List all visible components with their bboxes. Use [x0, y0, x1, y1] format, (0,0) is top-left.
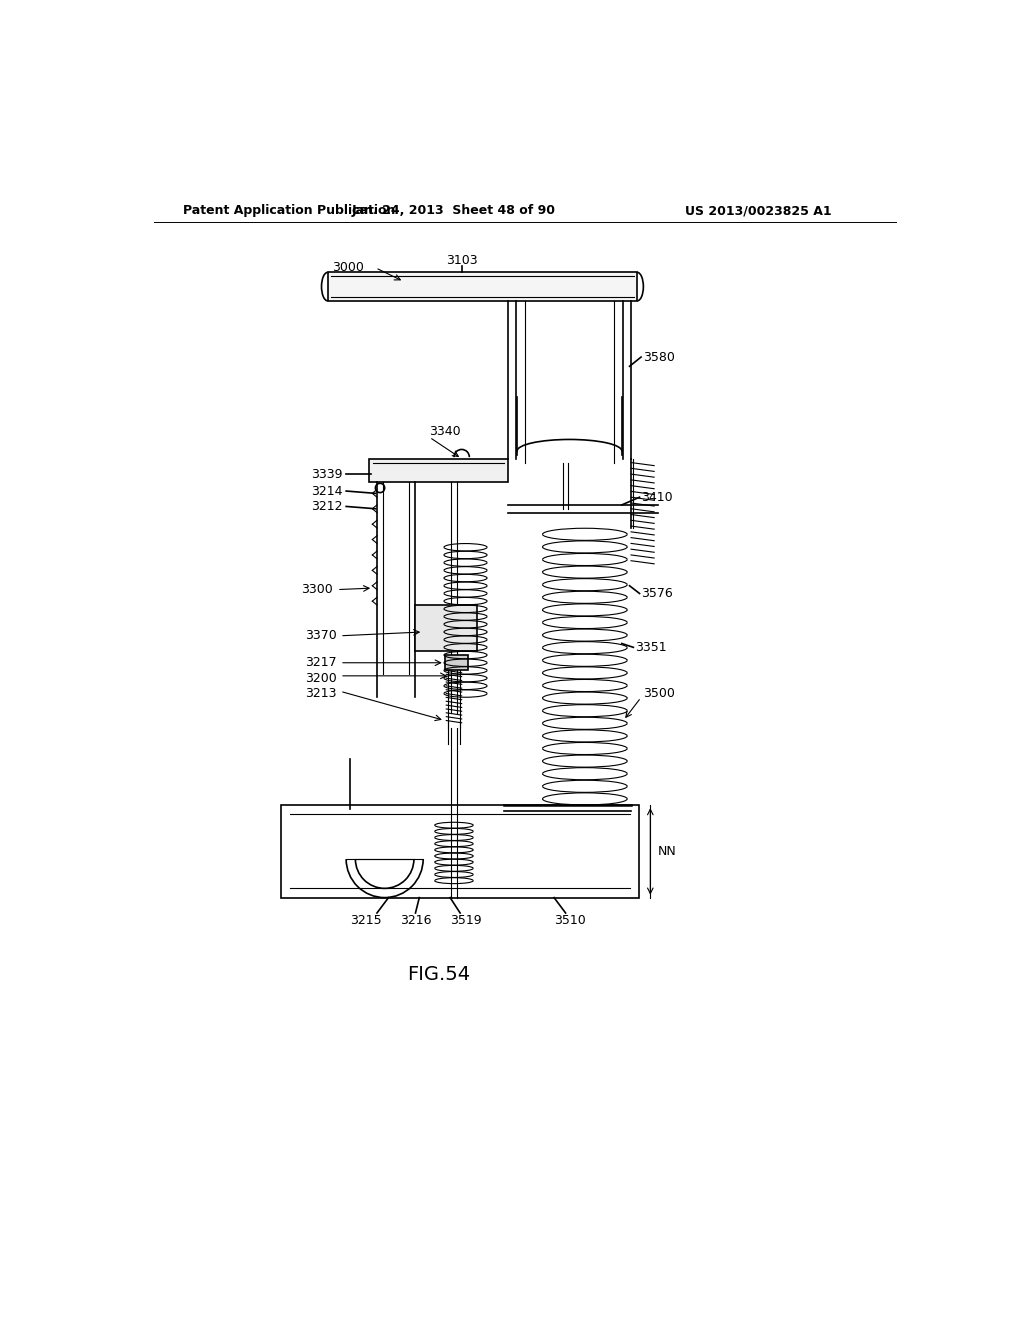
Text: 3214: 3214	[311, 484, 342, 498]
Text: 3103: 3103	[445, 253, 477, 267]
Text: 3217: 3217	[305, 656, 337, 669]
Text: 3213: 3213	[305, 686, 337, 700]
Bar	[370, 459, 508, 482]
Text: 3576: 3576	[641, 587, 673, 601]
Text: US 2013/0023825 A1: US 2013/0023825 A1	[685, 205, 831, 218]
Text: 3410: 3410	[641, 491, 673, 504]
Text: 3000: 3000	[333, 261, 365, 275]
Bar	[444, 655, 468, 671]
Text: Patent Application Publication: Patent Application Publication	[183, 205, 395, 218]
Text: 3340: 3340	[429, 425, 461, 438]
Text: 3300: 3300	[301, 583, 333, 597]
Text: FIG.54: FIG.54	[407, 965, 470, 985]
Text: Jan. 24, 2013  Sheet 48 of 90: Jan. 24, 2013 Sheet 48 of 90	[352, 205, 556, 218]
Text: 3215: 3215	[349, 915, 381, 927]
Text: 3339: 3339	[311, 467, 342, 480]
Text: 3510: 3510	[554, 915, 586, 927]
Text: 3200: 3200	[305, 672, 337, 685]
Text: 3370: 3370	[305, 630, 337, 643]
Bar	[328, 272, 637, 301]
Bar	[281, 805, 639, 898]
Text: 3351: 3351	[635, 640, 667, 653]
Text: 3519: 3519	[450, 915, 481, 927]
Bar	[416, 605, 477, 651]
Text: 3500: 3500	[643, 686, 675, 700]
Text: 3580: 3580	[643, 351, 675, 363]
Text: 3212: 3212	[311, 500, 342, 513]
Text: 3216: 3216	[399, 915, 431, 927]
Text: NN: NN	[658, 845, 677, 858]
